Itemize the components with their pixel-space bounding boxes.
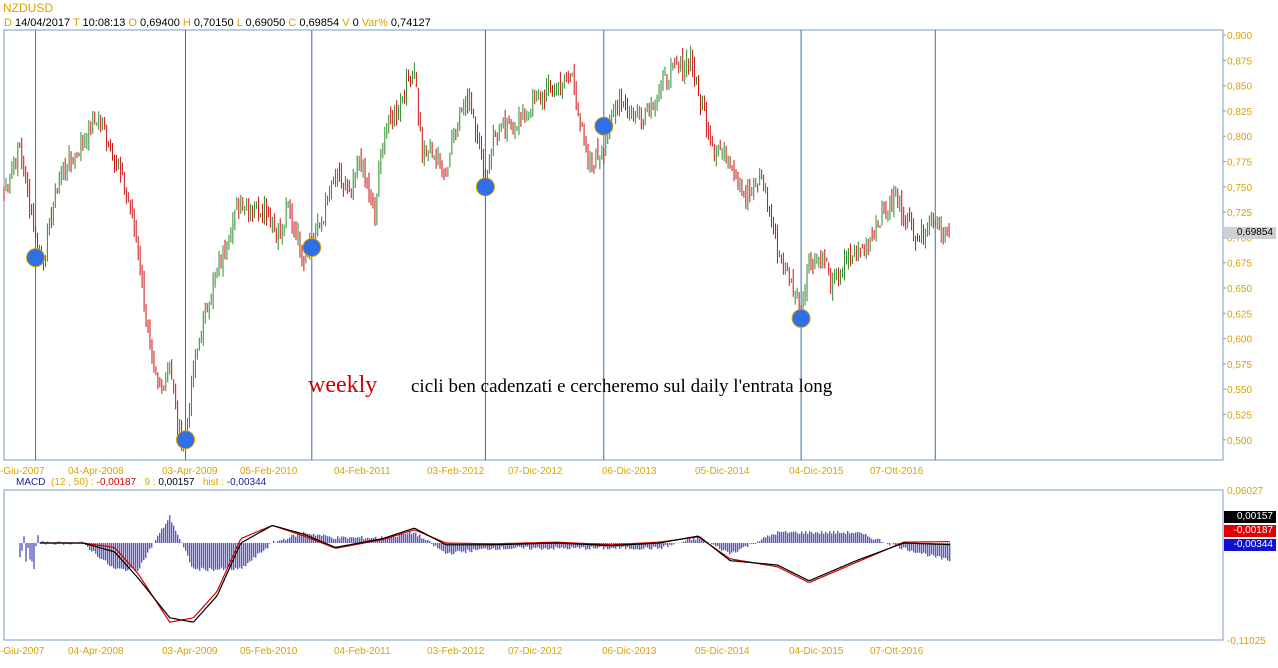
symbol-title: NZDUSD — [3, 1, 53, 15]
macd-x-tick-label: 05-Dic-2014 — [695, 646, 750, 657]
macd-x-tick-label: 04-Apr-2008 — [68, 646, 124, 657]
signal-value: 0,00157 — [158, 477, 195, 488]
high-label: H — [182, 17, 191, 29]
low-value: 0,69050 — [245, 17, 286, 29]
macd-x-tick-label: 04-Dic-2015 — [789, 646, 844, 657]
macd-x-tick-label: 04-Feb-2011 — [334, 646, 391, 657]
y-tick-label: 0,625 — [1227, 309, 1252, 320]
cycle-low-marker — [475, 177, 495, 197]
close-label: C — [288, 17, 297, 29]
macd-x-tick-label: -Giu-2007 — [0, 646, 45, 657]
x-tick-label: 06-Dic-2013 — [602, 466, 657, 477]
price-chart[interactable]: 0,900 0,875 0,850 0,825 0,800 0,775 0,750 0,725… — [0, 0, 1278, 480]
macd-y-tick-label: 0,06027 — [1227, 486, 1264, 497]
y-tick-label: 0,675 — [1227, 259, 1252, 270]
x-tick-label: 05-Feb-2010 — [240, 466, 298, 477]
open-value: 0,69400 — [140, 17, 180, 29]
signal-badge: 0,00157 — [1224, 511, 1276, 523]
macd-value: -0,00187 — [96, 477, 137, 488]
last-price-badge: 0,69854 — [1224, 227, 1276, 239]
x-tick-label: 05-Dic-2014 — [695, 466, 750, 477]
y-tick-label: 0,850 — [1227, 82, 1252, 93]
signal-line — [39, 525, 950, 623]
cycle-low-marker — [791, 308, 811, 328]
time-value: 10:08:13 — [82, 17, 126, 29]
y-tick-label: 0,600 — [1227, 335, 1252, 346]
weekly-annotation: weekly — [308, 372, 378, 398]
hist-badge: -0,00344 — [1224, 539, 1276, 551]
cycle-low-marker — [302, 238, 322, 258]
y-tick-label: 0,900 — [1227, 31, 1252, 42]
hist-value: -0,00344 — [226, 477, 267, 488]
x-tick-label: 03-Feb-2012 — [427, 466, 485, 477]
y-tick-label: 0,525 — [1227, 410, 1252, 421]
x-tick-label: 03-Apr-2009 — [162, 466, 218, 477]
y-tick-label: 0,500 — [1227, 436, 1252, 447]
note-annotation: cicli ben cadenzati e cercheremo sul dai… — [411, 376, 833, 397]
macd-name: MACD — [16, 477, 46, 488]
cycle-low-marker — [26, 248, 46, 268]
macd-x-tick-label: 03-Feb-2012 — [427, 646, 485, 657]
macd-plot-frame — [3, 489, 1224, 641]
y-tick-label: 0,775 — [1227, 158, 1252, 169]
price-plot-frame — [3, 29, 1224, 461]
macd-x-tick-label: 07-Dic-2012 — [508, 646, 563, 657]
volume-label: V — [342, 17, 350, 29]
x-tick-label: 04-Dic-2015 — [789, 466, 844, 477]
time-label: T — [72, 17, 80, 29]
macd-y-tick-label: -0,11025 — [1227, 636, 1266, 647]
x-tick-label: -Giu-2007 — [0, 466, 45, 477]
macd-params: (12 , 50) : — [51, 477, 94, 488]
macd-x-tick-label: 06-Dic-2013 — [602, 646, 657, 657]
y-tick-label: 0,825 — [1227, 107, 1252, 118]
date-value: 14/04/2017 — [15, 17, 71, 29]
close-value: 0,69854 — [299, 17, 340, 29]
y-tick-label: 0,875 — [1227, 56, 1252, 67]
y-tick-label: 0,725 — [1227, 208, 1252, 219]
x-tick-label: 07-Dic-2012 — [508, 466, 563, 477]
volume-value: 0 — [352, 17, 359, 29]
x-tick-label: 04-Apr-2008 — [68, 466, 124, 477]
var-label: Var% — [361, 17, 388, 29]
macd-x-tick-label: 05-Feb-2010 — [240, 646, 298, 657]
macd-header: MACD (12 , 50) : -0,00187 9 : 0,00157 hi… — [16, 477, 266, 489]
var-value: 0,74127 — [390, 17, 431, 29]
y-tick-label: 0,650 — [1227, 284, 1252, 295]
y-tick-label: 0,575 — [1227, 360, 1252, 371]
high-value: 0,70150 — [193, 17, 234, 29]
open-label: O — [128, 17, 137, 29]
x-tick-label: 07-Ott-2016 — [870, 466, 924, 477]
macd-x-tick-label: 07-Ott-2016 — [870, 646, 924, 657]
low-label: L — [236, 17, 243, 29]
hist-label: hist : — [202, 477, 224, 488]
y-tick-label: 0,750 — [1227, 183, 1252, 194]
date-label: D — [4, 17, 12, 29]
header-date: D 14/04/2017 T 10:08:13 O 0,69400 H 0,70… — [4, 17, 431, 29]
macd-x-tick-label: 03-Apr-2009 — [162, 646, 218, 657]
cycle-low-marker — [594, 116, 614, 136]
cycle-low-marker — [176, 430, 196, 450]
signal-label: 9 : — [144, 477, 156, 488]
x-tick-label: 04-Feb-2011 — [334, 466, 391, 477]
y-tick-label: 0,550 — [1227, 385, 1252, 396]
macd-line — [39, 525, 950, 623]
y-tick-label: 0,800 — [1227, 132, 1252, 143]
macd-badge: -0,00187 — [1224, 525, 1276, 537]
